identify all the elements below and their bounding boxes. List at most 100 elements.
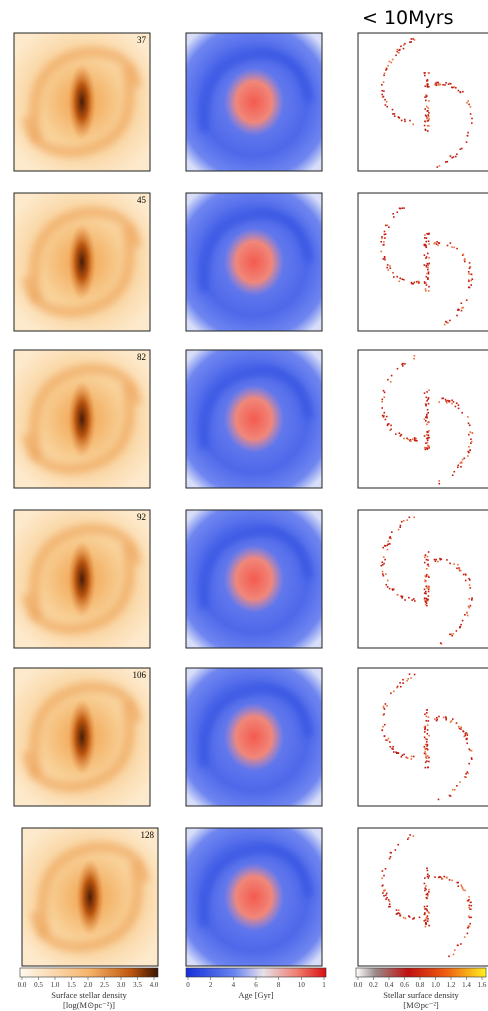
star-particle: [424, 447, 426, 449]
star-particle: [403, 44, 405, 46]
star-particle: [462, 459, 464, 461]
star-particle: [382, 561, 384, 563]
star-particle: [387, 586, 389, 588]
star-particle: [427, 267, 429, 269]
star-particle: [403, 207, 405, 209]
star-particle: [386, 416, 388, 418]
colorbar-tick-label: 0.5: [34, 981, 43, 989]
panel-frame: [358, 350, 488, 488]
star-particle: [425, 85, 427, 87]
star-particle: [380, 241, 382, 243]
star-particle: [409, 41, 411, 43]
star-particle: [428, 240, 430, 242]
star-particle: [381, 238, 383, 240]
star-particle: [388, 738, 390, 740]
star-particle: [403, 279, 405, 281]
star-particle: [428, 389, 430, 391]
colorbar-tick-label: 1.6: [478, 981, 487, 989]
star-particle: [468, 598, 470, 600]
star-particle: [426, 434, 428, 436]
star-particle: [425, 100, 427, 102]
colorbar-gradient: [20, 968, 158, 977]
star-particle: [454, 789, 456, 791]
star-particle: [384, 396, 386, 398]
colorbar-tick-label: 1.5: [67, 981, 76, 989]
star-particle: [392, 109, 394, 111]
colorbar-tick-label: 10: [298, 981, 306, 989]
star-particle: [427, 125, 429, 127]
star-particle: [464, 614, 466, 616]
star-particle: [452, 474, 454, 476]
star-particle: [424, 264, 426, 266]
star-particle: [470, 587, 472, 589]
star-particle: [426, 110, 428, 112]
star-particle: [411, 38, 413, 40]
star-particle: [390, 425, 392, 427]
star-particle: [384, 259, 386, 261]
star-particle: [426, 431, 428, 433]
star-particle: [412, 38, 414, 40]
star-particle: [466, 733, 468, 735]
colorbar-tick-label: 2: [209, 981, 213, 989]
star-particle: [383, 241, 385, 243]
star-particle: [387, 269, 389, 271]
star-particle: [383, 895, 385, 897]
star-particle: [382, 573, 384, 575]
star-particle: [397, 686, 399, 688]
star-particle: [389, 61, 391, 63]
star-particle: [424, 592, 426, 594]
colorbar-tick-label: 0.4: [385, 981, 394, 989]
age-panel: [186, 33, 322, 171]
star-particle: [401, 207, 403, 209]
star-particle: [460, 728, 462, 730]
star-particle: [414, 438, 416, 440]
star-particle: [387, 424, 389, 426]
star-particle: [469, 268, 471, 270]
star-particle: [461, 412, 463, 414]
star-particle: [438, 401, 440, 403]
young-panel: [358, 33, 488, 171]
star-particle: [467, 734, 469, 736]
star-particle: [406, 680, 408, 682]
star-particle: [469, 908, 471, 910]
star-particle: [425, 744, 427, 746]
star-particle: [451, 400, 453, 402]
star-particle: [393, 276, 395, 278]
star-particle: [407, 439, 409, 441]
colorbar: 0.00.20.40.60.81.01.21.41.6Stellar surfa…: [354, 968, 487, 1010]
star-particle: [426, 598, 428, 600]
star-particle: [386, 68, 388, 70]
star-particle: [381, 878, 383, 880]
star-particle: [384, 724, 386, 726]
star-particle: [381, 407, 383, 409]
star-particle: [452, 789, 454, 791]
star-particle: [413, 358, 415, 360]
star-particle: [427, 114, 429, 116]
colorbar-tick-label: 8: [277, 981, 281, 989]
star-particle: [428, 446, 430, 448]
star-particle: [424, 580, 426, 582]
star-particle: [425, 129, 427, 131]
star-particle: [426, 757, 428, 759]
star-particle: [427, 895, 429, 897]
star-particle: [425, 241, 427, 243]
panel-frame: [358, 33, 488, 171]
star-particle: [460, 466, 462, 468]
star-particle: [427, 253, 429, 255]
star-particle: [396, 276, 398, 278]
young-panel: [358, 510, 488, 648]
star-particle: [426, 712, 428, 714]
star-particle: [448, 956, 450, 958]
star-particle: [407, 838, 409, 840]
star-particle: [386, 106, 388, 108]
star-particle: [450, 155, 452, 157]
star-particle: [435, 560, 437, 562]
colorbar-tick-label: 1: [322, 981, 326, 989]
star-particle: [413, 918, 415, 920]
star-particle: [466, 141, 468, 143]
star-particle: [450, 721, 452, 723]
colorbar-tick-label: 0.0: [354, 981, 363, 989]
star-particle: [436, 243, 438, 245]
colorbar-tick-label: 3.5: [133, 981, 142, 989]
star-particle: [465, 580, 467, 582]
